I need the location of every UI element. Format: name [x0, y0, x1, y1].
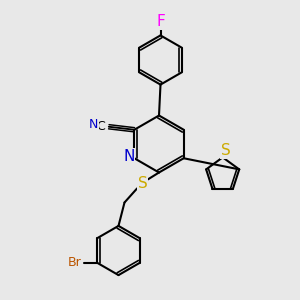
Text: C: C [96, 120, 105, 133]
Text: F: F [156, 14, 165, 29]
Text: S: S [138, 176, 147, 190]
Text: N: N [88, 118, 98, 131]
Text: S: S [221, 143, 231, 158]
Text: Br: Br [68, 256, 82, 269]
Text: N: N [123, 149, 135, 164]
